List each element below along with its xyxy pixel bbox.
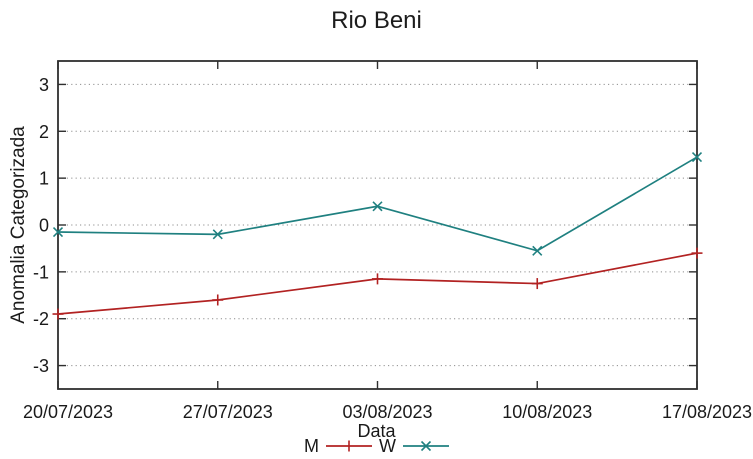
y-tick-label: -3 bbox=[33, 356, 49, 376]
gridlines bbox=[58, 83, 697, 367]
y-tick-label: 2 bbox=[39, 122, 49, 142]
legend-marker bbox=[420, 440, 432, 452]
x-axis-label: Data bbox=[357, 421, 396, 441]
y-tick-label: 1 bbox=[39, 169, 49, 189]
series-W bbox=[52, 151, 703, 256]
y-tick-label: -2 bbox=[33, 309, 49, 329]
y-tick-label: -1 bbox=[33, 262, 49, 282]
chart-title: Rio Beni bbox=[331, 7, 422, 34]
marker bbox=[532, 245, 543, 256]
legend-label-M: M bbox=[304, 435, 319, 456]
x-tick-label: 10/08/2023 bbox=[502, 402, 592, 422]
axis-ticks: 3 2 1 0 -1 -2 -3 20/07/2023 27/07/2023 03/08/2023… bbox=[23, 61, 752, 422]
x-tick-label: 17/08/2023 bbox=[662, 402, 752, 422]
x-tick-label: 20/07/2023 bbox=[23, 402, 113, 422]
x-tick-label: 27/07/2023 bbox=[183, 402, 273, 422]
legend-label-W: W bbox=[379, 435, 396, 456]
x-tick-label: 03/08/2023 bbox=[342, 402, 432, 422]
marker bbox=[212, 229, 223, 240]
legend-sample-W bbox=[403, 440, 449, 452]
series-M bbox=[52, 247, 703, 320]
plot-border bbox=[57, 60, 698, 390]
series-W-line bbox=[57, 156, 698, 252]
y-tick-label: 0 bbox=[39, 216, 49, 236]
marker bbox=[52, 226, 64, 238]
marker bbox=[372, 201, 383, 212]
y-tick-label: 3 bbox=[39, 75, 49, 95]
marker bbox=[691, 151, 703, 163]
legend-sample-M bbox=[326, 440, 372, 452]
